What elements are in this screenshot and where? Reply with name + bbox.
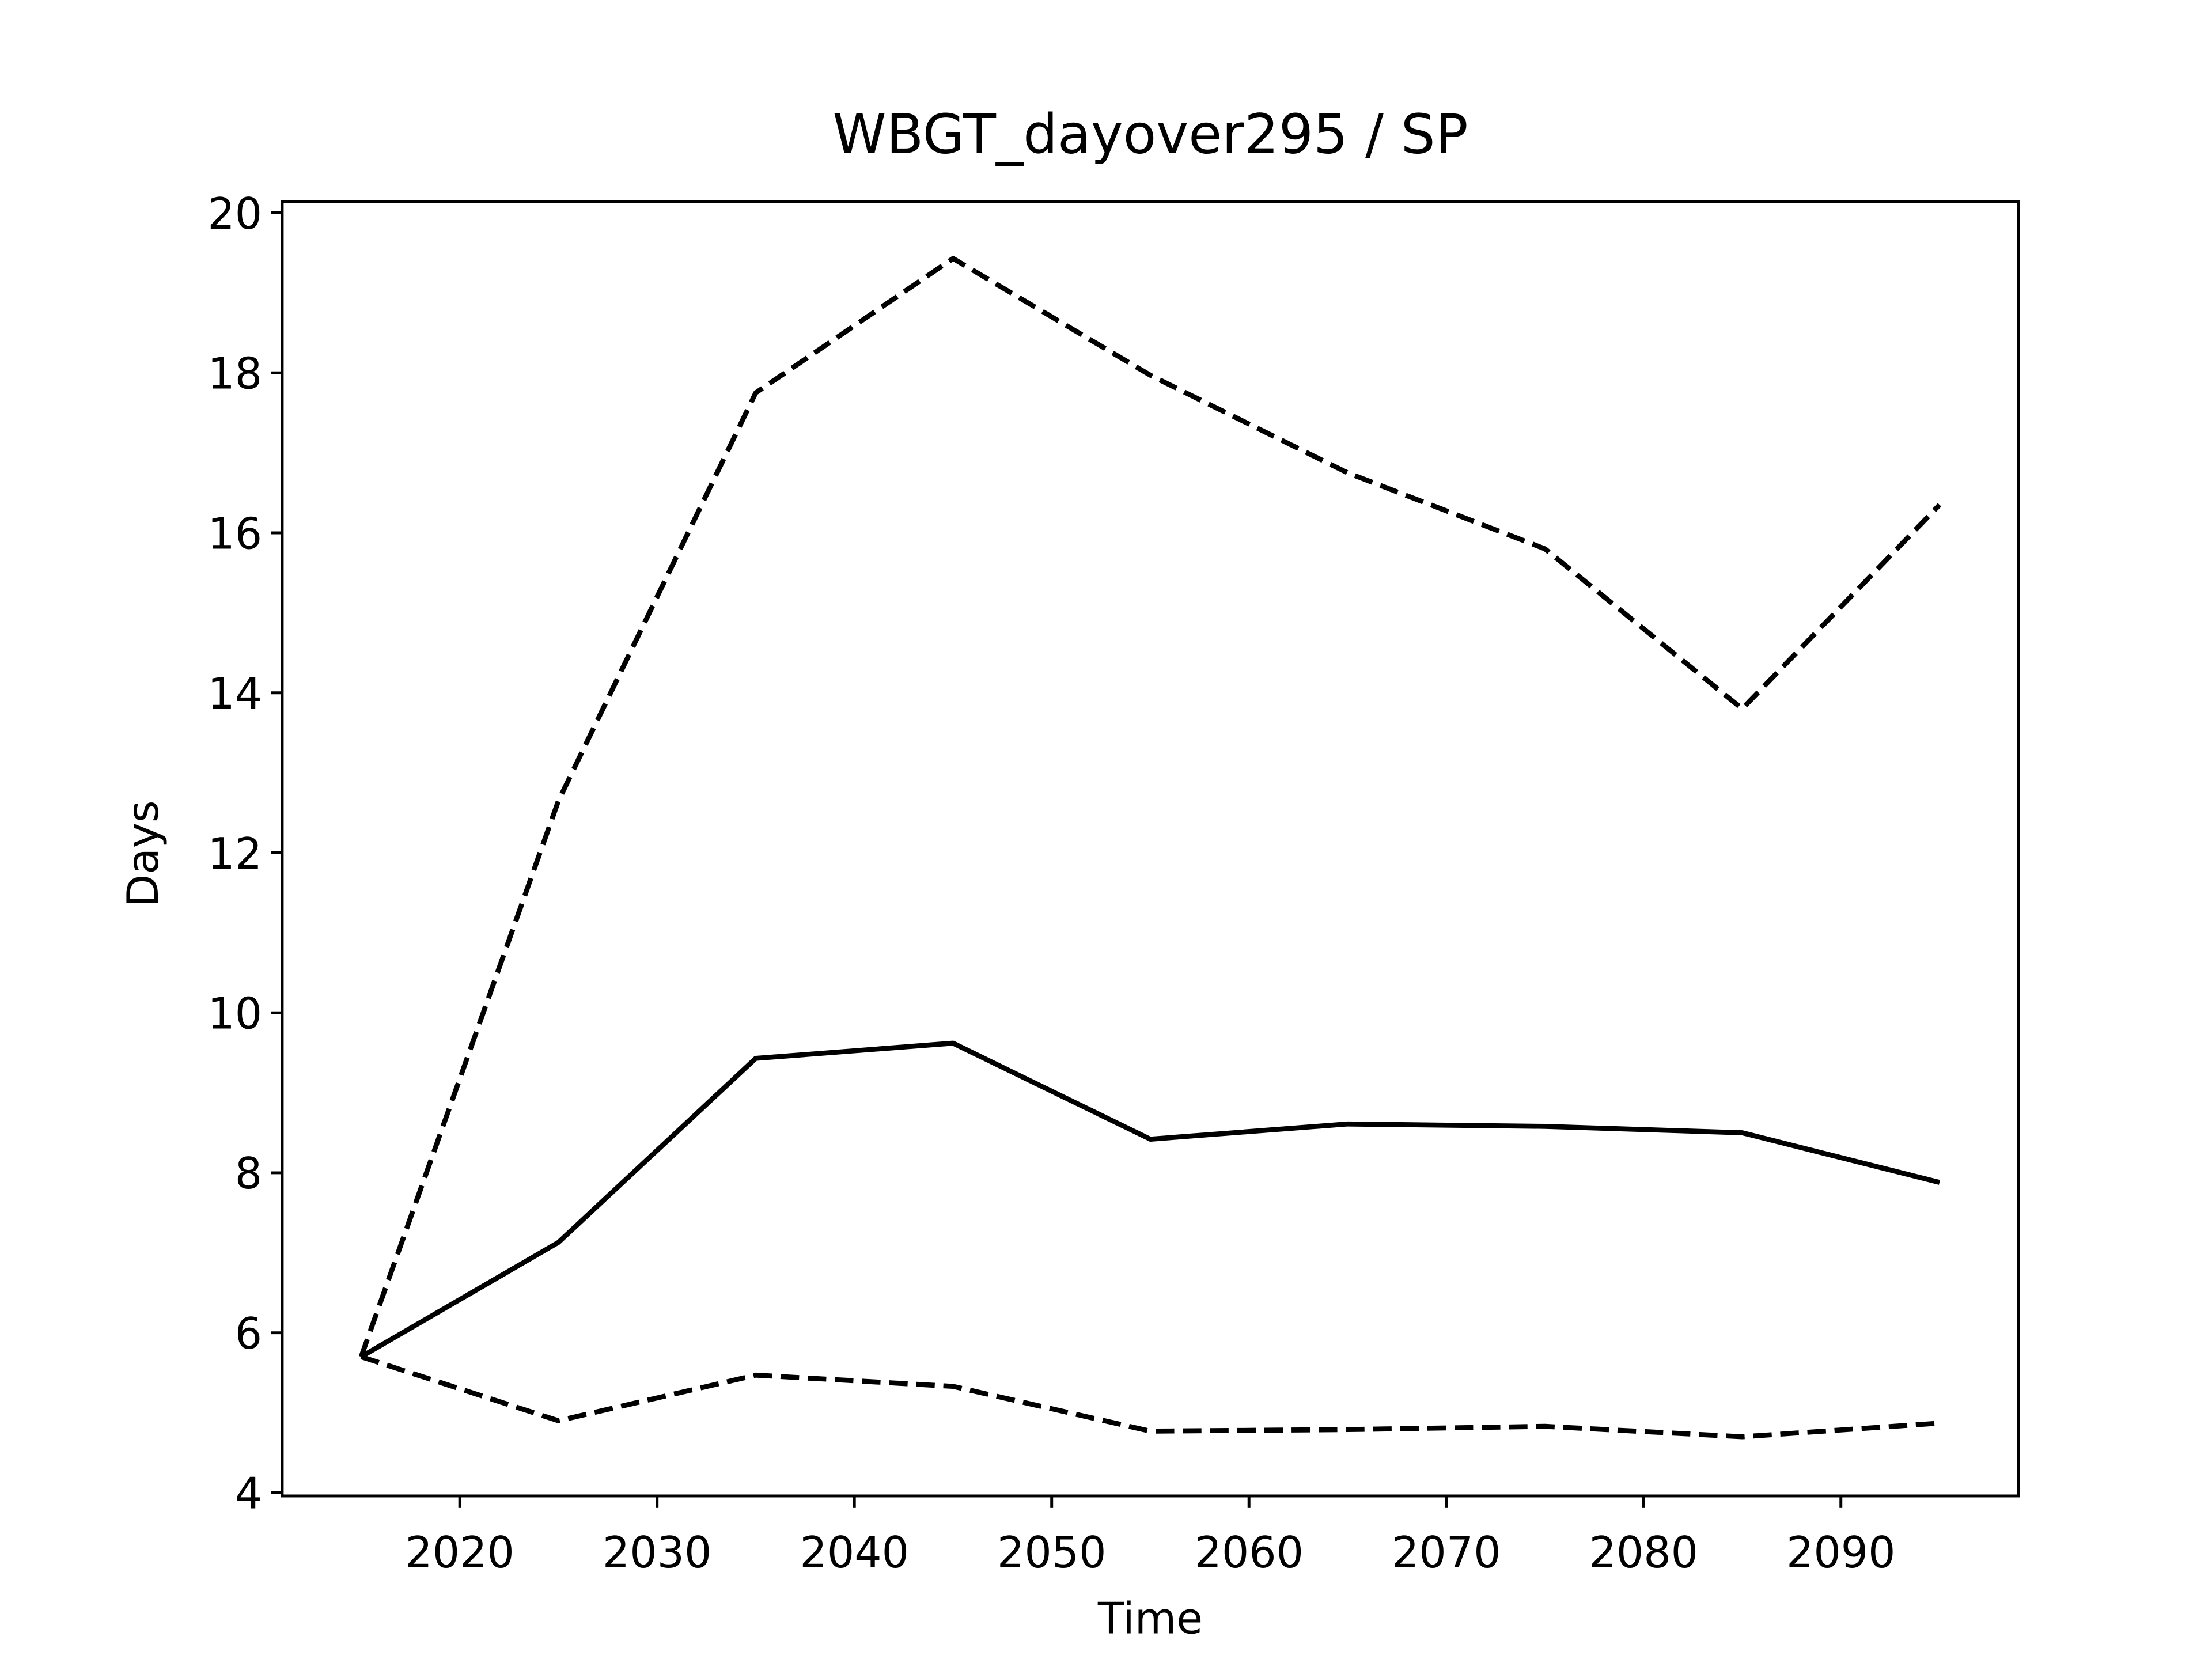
- y-tick-label: 18: [207, 349, 262, 399]
- y-tick-label: 14: [207, 669, 262, 719]
- x-tick-label: 2030: [603, 1528, 712, 1578]
- x-tick-label: 2070: [1392, 1528, 1501, 1578]
- plot-frame: [281, 200, 2020, 1498]
- y-tick-label: 6: [235, 1309, 262, 1359]
- y-tick-label: 20: [207, 189, 262, 239]
- x-tick-label: 2040: [800, 1528, 909, 1578]
- x-tick-label: 2050: [997, 1528, 1107, 1578]
- y-tick-label: 12: [207, 829, 262, 879]
- x-tick-label: 2060: [1194, 1528, 1304, 1578]
- x-axis-label: Time: [1097, 1593, 1203, 1643]
- y-tick-label: 4: [235, 1469, 262, 1519]
- series-line: [360, 1354, 1940, 1440]
- series-line: [358, 256, 1942, 1358]
- y-tick-label: 10: [207, 989, 262, 1039]
- y-tick-label: 16: [207, 509, 262, 559]
- x-tick-label: 2080: [1589, 1528, 1698, 1578]
- x-tick-label: 2090: [1786, 1528, 1896, 1578]
- series-line: [359, 1040, 1941, 1359]
- x-tick-label: 2020: [405, 1528, 514, 1578]
- chart-title: WBGT_dayover295 / SP: [832, 103, 1468, 166]
- y-axis-label: Days: [118, 800, 168, 907]
- y-tick-label: 8: [235, 1149, 262, 1199]
